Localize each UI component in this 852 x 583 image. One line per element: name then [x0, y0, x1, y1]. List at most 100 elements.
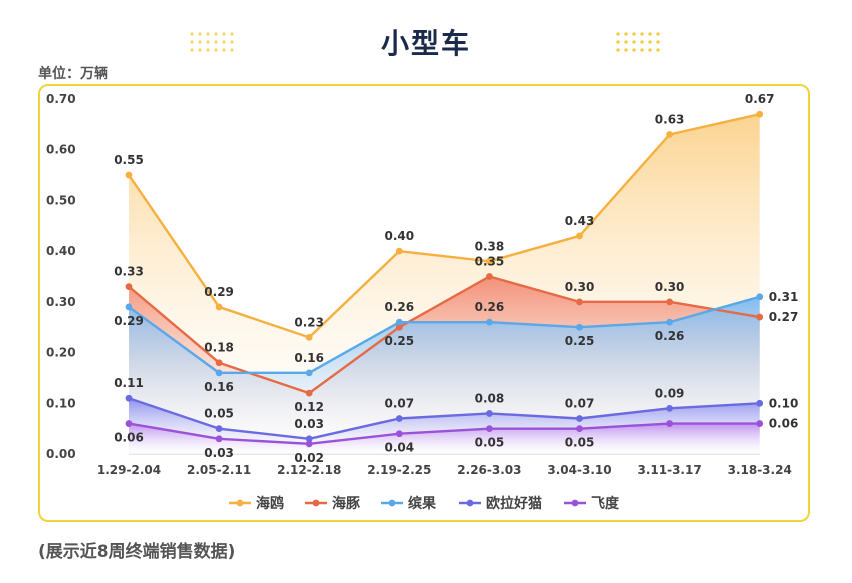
- data-point: [305, 440, 313, 448]
- data-label: 0.07: [384, 397, 414, 411]
- data-label: 0.38: [475, 239, 505, 253]
- data-point: [305, 389, 313, 397]
- data-label: 0.33: [114, 265, 144, 279]
- data-label: 0.06: [769, 417, 799, 431]
- data-label: 0.67: [745, 92, 775, 106]
- y-tick-label: 0.20: [46, 346, 76, 360]
- data-point: [756, 420, 764, 427]
- data-point: [395, 318, 403, 326]
- x-tick-label: 3.11-3.17: [637, 463, 701, 477]
- data-point: [125, 283, 133, 291]
- data-point: [395, 323, 403, 331]
- data-point: [756, 110, 764, 118]
- data-label: 0.25: [565, 334, 595, 348]
- data-label: 0.26: [655, 329, 685, 343]
- data-label: 0.40: [384, 229, 414, 243]
- data-point: [305, 435, 313, 443]
- data-label: 0.05: [475, 436, 505, 450]
- legend-marker: [312, 499, 320, 507]
- data-point: [215, 303, 223, 311]
- series-line-2: [128, 275, 760, 395]
- y-tick-label: 0.60: [46, 143, 76, 157]
- data-label: 0.06: [114, 431, 144, 445]
- data-point: [125, 420, 133, 427]
- data-label: 0.55: [114, 153, 144, 167]
- data-point: [486, 273, 493, 280]
- data-label: 0.29: [204, 285, 234, 299]
- data-label: 0.10: [769, 396, 799, 410]
- series-line-4: [128, 397, 760, 440]
- x-tick-label: 3.18-3.24: [728, 463, 792, 477]
- data-label: 0.05: [565, 436, 595, 450]
- data-label: 0.43: [565, 214, 595, 228]
- data-label: 0.16: [294, 351, 324, 365]
- data-label: 0.25: [384, 334, 414, 348]
- data-label: 0.03: [204, 446, 234, 460]
- y-tick-label: 0.70: [46, 92, 76, 106]
- data-point: [666, 298, 673, 306]
- data-label: 0.35: [475, 255, 505, 269]
- data-label: 0.31: [769, 290, 799, 304]
- data-point: [486, 425, 493, 433]
- legend-label: 欧拉好猫: [486, 495, 542, 512]
- x-tick-label: 2.12-2.18: [277, 463, 341, 477]
- legend-label: 海豚: [332, 495, 361, 512]
- data-point: [756, 293, 764, 301]
- data-point: [486, 410, 493, 417]
- data-label: 0.26: [475, 300, 505, 314]
- x-tick-label: 2.19-2.25: [367, 463, 431, 477]
- legend-marker: [236, 499, 244, 507]
- x-tick-label: 2.05-2.11: [187, 463, 251, 477]
- data-point: [215, 359, 223, 367]
- data-point: [305, 369, 313, 377]
- data-label: 0.09: [655, 386, 685, 400]
- data-label: 0.26: [384, 300, 414, 314]
- series-line-3: [128, 295, 761, 375]
- data-point: [125, 394, 133, 402]
- data-point: [666, 131, 673, 138]
- x-tick-label: 2.26-3.03: [457, 463, 521, 477]
- data-point: [666, 404, 673, 412]
- chart-title: 小型车: [380, 27, 471, 60]
- data-label: 0.18: [204, 341, 234, 355]
- decorative-dots-right: [616, 32, 660, 52]
- data-point: [576, 425, 583, 433]
- data-point: [756, 313, 764, 321]
- legend-marker: [466, 499, 474, 507]
- y-tick-label: 0.40: [46, 244, 76, 258]
- data-label: 0.02: [294, 451, 324, 465]
- data-point: [666, 420, 673, 427]
- legend-marker: [571, 499, 579, 507]
- data-label: 0.11: [114, 376, 144, 390]
- data-label: 0.04: [384, 441, 414, 455]
- data-point: [486, 318, 493, 326]
- data-label: 0.05: [204, 407, 234, 421]
- data-label: 0.29: [114, 314, 144, 328]
- data-label: 0.07: [565, 397, 595, 411]
- data-point: [215, 425, 223, 433]
- area-3: [129, 296, 760, 454]
- x-tick-label: 3.04-3.10: [547, 463, 611, 477]
- legend-label: 海鸥: [256, 495, 284, 512]
- unit-label: 单位：万辆: [38, 66, 108, 82]
- data-label: 0.23: [294, 315, 324, 329]
- data-label: 0.63: [655, 113, 685, 127]
- data-label: 0.30: [655, 280, 685, 294]
- data-point: [576, 232, 583, 240]
- data-point: [215, 369, 223, 377]
- data-label: 0.12: [294, 400, 324, 414]
- area-5: [129, 423, 760, 454]
- data-point: [125, 303, 133, 311]
- y-tick-label: 0.50: [46, 193, 76, 207]
- data-label: 0.03: [294, 417, 324, 431]
- y-tick-label: 0.10: [46, 396, 76, 410]
- x-tick-label: 1.29-2.04: [97, 463, 161, 477]
- data-point: [576, 415, 583, 422]
- legend-label: 飞度: [591, 495, 620, 512]
- legend-label: 缤果: [408, 495, 437, 512]
- footnote: (展示近8周终端销售数据): [38, 542, 236, 562]
- data-point: [215, 435, 223, 443]
- data-point: [395, 430, 403, 438]
- y-tick-label: 0.00: [46, 447, 76, 461]
